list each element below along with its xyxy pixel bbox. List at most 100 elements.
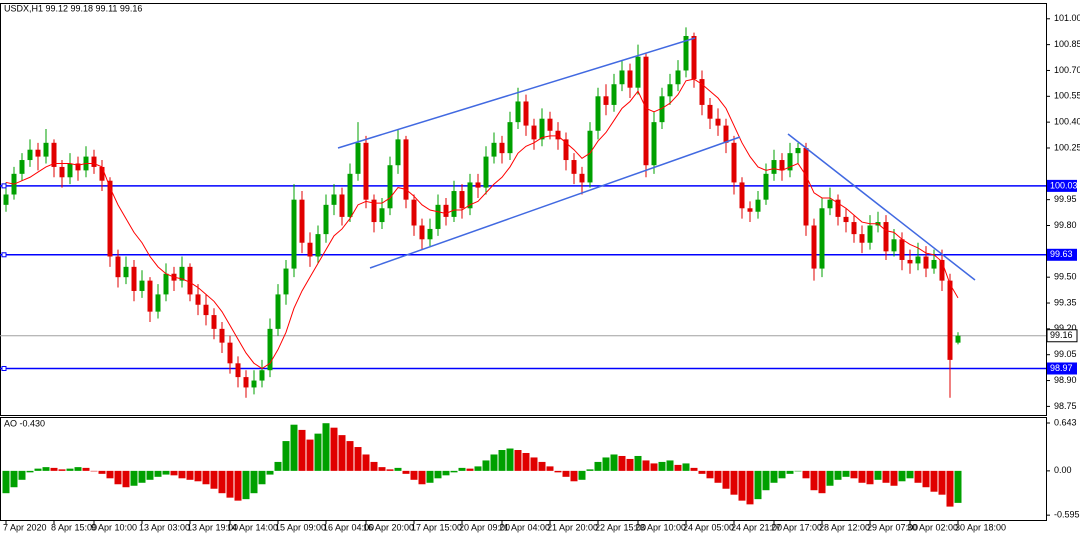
- ao-bar: [18, 470, 26, 480]
- ao-bar: [770, 470, 778, 483]
- ao-bar: [898, 470, 906, 482]
- candle-body: [395, 139, 401, 166]
- candle-body: [107, 180, 113, 257]
- ao-bar: [314, 433, 322, 471]
- channel-upper-line: [337, 37, 696, 149]
- ao-bar: [234, 470, 242, 501]
- ao-bar: [826, 470, 834, 486]
- candle-body: [587, 130, 593, 183]
- ao-bar: [282, 441, 290, 471]
- candle-body: [947, 280, 953, 360]
- y-tick-label: 98.90: [1054, 375, 1077, 385]
- ao-bar: [746, 470, 754, 505]
- candle-body: [883, 222, 889, 252]
- candle-body: [899, 239, 905, 260]
- candle-body: [155, 294, 161, 312]
- x-tick-label: 23 Apr 10:00: [635, 522, 686, 532]
- y-tick-label: 100.55: [1054, 91, 1080, 101]
- candle-body: [675, 70, 681, 85]
- ao-bar: [530, 457, 538, 471]
- x-tick-label: 16 Apr 20:00: [363, 522, 414, 532]
- ao-bar: [922, 470, 930, 488]
- candle-body: [763, 173, 769, 200]
- ao-bar: [842, 470, 850, 477]
- ao-bar: [546, 466, 554, 471]
- candle-body: [227, 342, 233, 364]
- ao-bar: [10, 470, 18, 488]
- ao-bar: [330, 427, 338, 471]
- ao-bar: [482, 460, 490, 471]
- ao-bar: [474, 466, 482, 471]
- ao-bar: [642, 460, 650, 471]
- candle-body: [723, 125, 729, 143]
- y-tick-label: 99.95: [1054, 194, 1077, 204]
- x-tick-label: 14 Apr 14:00: [227, 522, 278, 532]
- candle-body: [571, 160, 577, 174]
- ao-bar: [394, 467, 402, 471]
- candle-body: [707, 104, 713, 119]
- candle-body: [891, 239, 897, 252]
- ao-bar: [882, 470, 890, 483]
- candle-body: [523, 101, 529, 126]
- ao-bar: [834, 470, 842, 480]
- candle-body: [411, 199, 417, 226]
- ao-bar: [130, 470, 138, 486]
- ao-bar: [418, 470, 426, 485]
- candle-body: [35, 149, 41, 157]
- ao-bar: [210, 470, 218, 489]
- ao-bar: [722, 470, 730, 489]
- candle-body: [939, 259, 945, 281]
- candle-body: [579, 173, 585, 183]
- ao-bar: [602, 457, 610, 471]
- candle-body: [267, 328, 273, 371]
- x-tick-label: 15 Apr 09:00: [275, 522, 326, 532]
- ao-bar: [866, 470, 874, 485]
- ao-bar: [906, 470, 914, 479]
- candle-body: [331, 194, 337, 205]
- candle-body: [611, 84, 617, 105]
- candle-body: [555, 130, 561, 140]
- ao-bar: [450, 470, 458, 473]
- candle-body: [427, 228, 433, 240]
- candle-body: [915, 256, 921, 264]
- candle-body: [531, 125, 537, 140]
- ao-bar: [434, 470, 442, 479]
- candle-body: [347, 173, 353, 217]
- ao-bar: [490, 454, 498, 471]
- ao-bar: [874, 470, 882, 480]
- y-tick-label: 99.05: [1054, 349, 1077, 359]
- ao-bar: [346, 441, 354, 471]
- ao-bar: [266, 470, 274, 475]
- ao-bar: [226, 470, 234, 498]
- ao-bar: [658, 461, 666, 471]
- x-tick-label: 24 Apr 05:00: [683, 522, 734, 532]
- ao-bar: [178, 470, 186, 479]
- y-tick-label: 0.00: [1054, 465, 1072, 475]
- x-tick-label: 28 Apr 12:00: [819, 522, 870, 532]
- candle-body: [627, 70, 633, 88]
- ao-bar: [562, 470, 570, 477]
- x-tick-label: 13 Apr 03:00: [139, 522, 190, 532]
- ao-bar: [498, 450, 506, 471]
- candle-body: [467, 182, 473, 209]
- candle-body: [179, 266, 185, 281]
- ao-bar: [154, 470, 162, 477]
- ao-bar: [306, 439, 314, 471]
- candle-body: [595, 96, 601, 131]
- candle-body: [323, 204, 329, 235]
- ao-bar: [594, 461, 602, 471]
- candle-body: [539, 118, 545, 140]
- level-label-box: [1047, 179, 1077, 192]
- level-label-box: [1047, 362, 1077, 375]
- x-tick-label: 29 Apr 07:00: [867, 522, 918, 532]
- ao-bar: [138, 470, 146, 483]
- ao-bar: [402, 470, 410, 474]
- candle-body: [739, 182, 745, 209]
- candle-body: [603, 96, 609, 105]
- x-tick-label: 30 Apr 02:00: [907, 522, 958, 532]
- candle-body: [659, 96, 665, 123]
- candle-body: [307, 242, 313, 257]
- y-tick-label: 0.643: [1054, 417, 1077, 427]
- ao-bar: [890, 470, 898, 486]
- y-tick-label: -0.595: [1054, 510, 1080, 520]
